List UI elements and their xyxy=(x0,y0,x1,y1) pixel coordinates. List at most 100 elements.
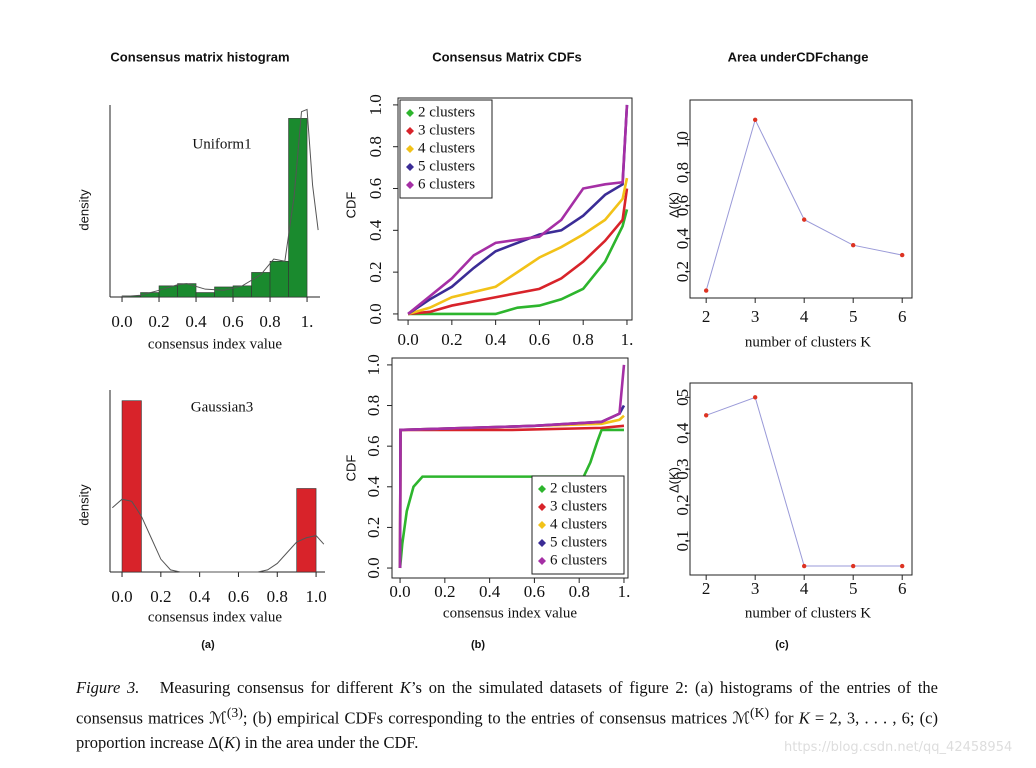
series-line xyxy=(407,177,629,316)
series-line xyxy=(398,428,624,569)
panel-label: (a) xyxy=(201,639,215,651)
y-tick-label: 0.8 xyxy=(673,162,692,183)
y-tick-label: 1.0 xyxy=(366,94,385,115)
x-axis-label: consensus index value xyxy=(148,336,282,352)
series-line xyxy=(407,104,629,316)
density-curve xyxy=(111,498,325,573)
x-tick-label: 0.4 xyxy=(189,587,211,606)
x-tick-label: 0.8 xyxy=(569,582,590,601)
point xyxy=(899,252,905,258)
series-line xyxy=(706,396,903,567)
legend-label: 3 clusters xyxy=(418,122,475,138)
x-tick-label: 0.0 xyxy=(389,582,410,601)
x-tick-label: 1. xyxy=(621,330,634,349)
y-tick-label: 0.4 xyxy=(366,219,385,241)
caption-math: K xyxy=(399,678,411,697)
y-tick-label: 0.6 xyxy=(673,195,692,216)
y-tick-label: 0.2 xyxy=(673,494,692,515)
y-tick-label: 0.4 xyxy=(673,422,692,444)
density-curve xyxy=(121,108,319,298)
legend-box xyxy=(531,475,625,575)
chart-title: Area underCDFchange xyxy=(728,49,869,64)
y-tick-label: 0.8 xyxy=(366,136,385,157)
y-axis-label: density xyxy=(76,189,91,231)
y-tick-label: 0.3 xyxy=(673,459,692,480)
x-tick-label: 0.2 xyxy=(148,312,169,331)
y-tick-label: 0.2 xyxy=(366,262,385,283)
x-tick-label: 0.6 xyxy=(222,312,243,331)
chart-title: Consensus Matrix CDFs xyxy=(432,49,582,64)
caption-text: ’s on the simulated datasets of figure 2… xyxy=(76,678,938,727)
caption-math: ℳ xyxy=(209,708,227,727)
y-axis-label: density xyxy=(76,484,91,526)
x-axis-label: consensus index value xyxy=(148,609,282,625)
x-tick-label: 0.8 xyxy=(267,587,288,606)
x-tick-label: 0.4 xyxy=(485,330,507,349)
bar xyxy=(296,488,317,573)
caption-text: Measuring consensus for different xyxy=(159,678,400,697)
caption-math: (3) xyxy=(226,704,243,720)
legend-label: 2 clusters xyxy=(418,104,475,120)
plot-frame xyxy=(689,99,913,299)
x-tick-label: 0.8 xyxy=(573,330,594,349)
plot-frame xyxy=(689,382,913,576)
point xyxy=(850,563,856,569)
point xyxy=(703,288,709,293)
y-tick-label: 10 xyxy=(673,131,692,148)
watermark: https://blog.csdn.net/qq_42458954 xyxy=(784,740,1013,755)
chart-title: Consensus matrix histogram xyxy=(110,49,289,64)
legend-marker xyxy=(406,127,414,135)
y-axis-label: CDF xyxy=(343,455,358,482)
x-axis-label: consensus index value xyxy=(443,605,577,621)
point xyxy=(703,413,709,418)
caption-text: = 2, 3, . . . , 6; (c) proportion increa… xyxy=(76,708,938,752)
y-tick-label: 0.6 xyxy=(366,178,385,199)
point xyxy=(801,217,807,222)
bar xyxy=(195,292,215,298)
y-tick-label: 0.1 xyxy=(673,530,692,551)
legend-marker xyxy=(406,109,414,117)
x-tick-label: 2 xyxy=(702,307,711,326)
x-tick-label: 5 xyxy=(849,579,858,598)
caption-text: for xyxy=(769,708,799,727)
legend-marker xyxy=(406,163,414,171)
x-tick-label: 0.8 xyxy=(259,312,280,331)
x-tick-label: 0.2 xyxy=(434,582,455,601)
point xyxy=(801,563,807,569)
y-tick-label: 0.4 xyxy=(673,227,692,249)
y-tick-label: 0.6 xyxy=(364,436,383,457)
x-tick-label: 0.2 xyxy=(441,330,462,349)
x-tick-label: 0.4 xyxy=(185,312,207,331)
legend-label: 4 clusters xyxy=(550,516,607,532)
series-line xyxy=(407,188,629,316)
legend-label: 5 clusters xyxy=(418,158,475,174)
bar xyxy=(251,272,271,298)
series-line xyxy=(398,364,626,569)
legend-marker xyxy=(406,181,414,189)
x-tick-label: 0.6 xyxy=(529,330,550,349)
legend-label: 6 clusters xyxy=(550,552,607,568)
x-tick-label: 0.2 xyxy=(150,587,171,606)
caption-text: ; (b) empirical CDFs corresponding to th… xyxy=(242,708,733,727)
legend-marker xyxy=(538,557,546,565)
x-tick-label: 6 xyxy=(898,307,907,326)
x-tick-label: 2 xyxy=(702,579,711,598)
y-tick-label: 0.8 xyxy=(364,395,383,416)
caption-math: K xyxy=(224,732,236,752)
annotation: Gaussian3 xyxy=(191,399,254,415)
point xyxy=(899,563,905,569)
x-tick-label: 0.6 xyxy=(228,587,249,606)
bar xyxy=(121,400,142,573)
y-axis-label: Δ(K) xyxy=(666,467,681,493)
bar xyxy=(269,260,289,298)
legend-marker xyxy=(406,145,414,153)
y-tick-label: 0.2 xyxy=(673,261,692,282)
y-axis-label: CDF xyxy=(343,192,358,219)
x-tick-label: 4 xyxy=(800,307,809,326)
x-tick-label: 4 xyxy=(800,579,809,598)
x-tick-label: 0.6 xyxy=(524,582,545,601)
x-tick-label: 0.0 xyxy=(397,330,418,349)
caption-math: ℳ xyxy=(732,708,750,727)
x-tick-label: 1.0 xyxy=(305,587,326,606)
caption-math: K xyxy=(798,708,810,727)
